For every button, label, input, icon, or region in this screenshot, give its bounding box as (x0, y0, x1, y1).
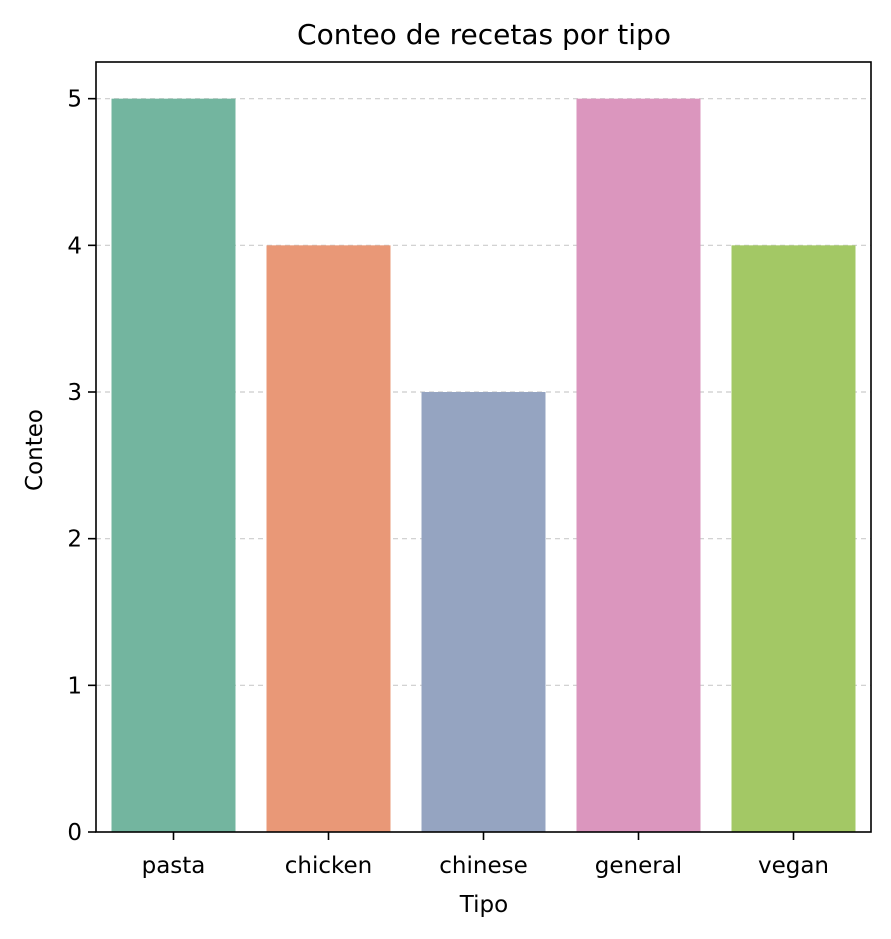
chart-title: Conteo de recetas por tipo (297, 18, 671, 51)
y-axis-ticks: 0 1 2 3 4 5 (67, 87, 96, 846)
bar-chicken (266, 245, 391, 833)
y-tick-label-3: 3 (67, 380, 82, 406)
y-tick-label-2: 2 (67, 527, 82, 553)
bar-vegan (731, 245, 856, 833)
x-tick-label-chinese: chinese (439, 853, 527, 879)
x-axis-ticks: pasta chicken chinese general vegan (142, 832, 829, 879)
y-tick-label-0: 0 (67, 820, 82, 846)
bar-general (576, 98, 701, 832)
bars (111, 98, 856, 833)
x-tick-label-general: general (595, 853, 682, 879)
y-tick-label-5: 5 (67, 87, 82, 113)
y-axis-label: Conteo (22, 409, 48, 491)
bar-pasta (111, 98, 236, 832)
x-tick-label-pasta: pasta (142, 853, 206, 879)
bar-chinese (421, 392, 546, 832)
x-tick-label-chicken: chicken (285, 853, 373, 879)
x-tick-label-vegan: vegan (758, 853, 829, 879)
x-axis-label: Tipo (459, 892, 508, 918)
y-tick-label-4: 4 (67, 233, 82, 259)
y-tick-label-1: 1 (67, 673, 82, 699)
